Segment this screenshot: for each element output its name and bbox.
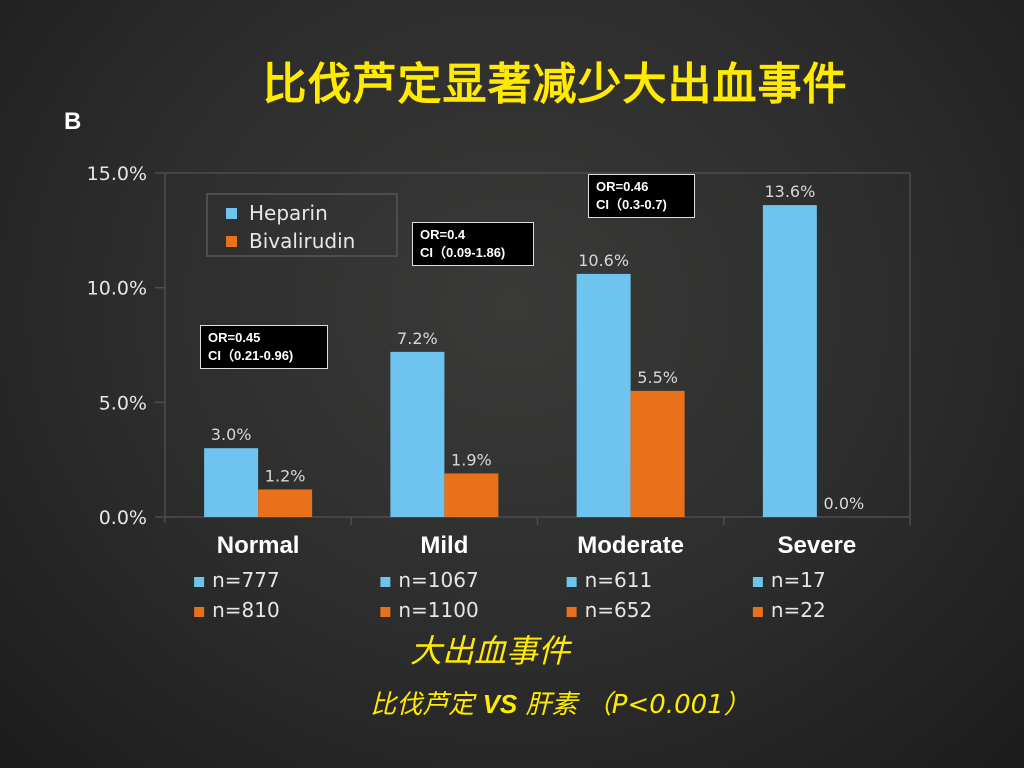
n-label: n=1067	[398, 568, 478, 592]
data-label: 3.0%	[211, 425, 252, 444]
x-category-label: Severe	[778, 532, 857, 559]
data-label: 1.2%	[265, 466, 306, 485]
n-swatch	[194, 607, 205, 617]
bar-bivalirudin-moderate	[630, 390, 685, 517]
x-category-label: Normal	[217, 532, 300, 559]
legend-label-bivalirudin: Bivalirudin	[249, 229, 356, 253]
n-swatch	[566, 577, 577, 587]
or-value: OR=0.46	[596, 179, 649, 194]
y-tick-label: 10.0%	[87, 278, 147, 300]
n-swatch	[380, 577, 391, 587]
data-label: 1.9%	[451, 450, 492, 469]
slide-title: 比伐芦定显著减少大出血事件	[262, 59, 848, 110]
or-annotation-mild: OR=0.4 CI（0.09-1.86)	[412, 222, 534, 266]
or-value: OR=0.4	[420, 227, 466, 242]
ci-value: CI（0.09-1.86)	[420, 245, 506, 260]
n-label: n=777	[212, 568, 280, 592]
n-label: n=22	[771, 598, 826, 622]
n-label: n=17	[771, 568, 826, 592]
n-swatch	[752, 607, 763, 617]
n-label: n=1100	[398, 598, 478, 622]
data-label: 7.2%	[397, 329, 438, 348]
n-swatch	[380, 607, 391, 617]
n-swatch	[566, 607, 577, 617]
or-value: OR=0.45	[208, 330, 261, 345]
bar-heparin-severe	[762, 205, 817, 517]
x-category-label: Moderate	[577, 532, 684, 559]
legend-swatch-heparin	[226, 207, 237, 219]
panel-label: B	[64, 108, 82, 135]
data-label: 0.0%	[824, 494, 865, 513]
n-label: n=652	[585, 598, 653, 622]
bar-heparin-mild	[390, 351, 445, 517]
footer-title: 大出血事件	[409, 632, 570, 670]
y-tick-label: 5.0%	[99, 392, 147, 414]
n-label: n=611	[585, 568, 653, 592]
x-category-label: Mild	[420, 532, 468, 559]
legend-label-heparin: Heparin	[249, 201, 328, 225]
footer-part1: 比伐芦定	[370, 690, 475, 720]
footer-vs: VS	[482, 689, 518, 719]
y-tick-label: 0.0%	[99, 507, 147, 529]
footer-part2: 肝素 （P<0.001）	[525, 690, 750, 720]
y-tick-label: 15.0%	[87, 163, 147, 185]
n-swatch	[752, 577, 763, 587]
data-label: 10.6%	[578, 251, 629, 270]
chart-legend: Heparin Bivalirudin	[206, 193, 398, 257]
ci-value: CI（0.21-0.96)	[208, 348, 294, 363]
bar-heparin-moderate	[576, 273, 631, 517]
n-swatch	[194, 577, 205, 587]
footer-comparison: 比伐芦定 VS 肝素 （P<0.001）	[0, 684, 1024, 721]
bar-chart: 0.0% 5.0% 10.0% 15.0% Normal 3.0% n=777 1.2% n=8…	[87, 163, 911, 622]
legend-item-heparin: Heparin	[226, 201, 328, 225]
legend-swatch-bivalirudin	[226, 235, 237, 247]
bar-bivalirudin-normal	[258, 489, 313, 517]
data-label: 13.6%	[764, 182, 815, 201]
or-annotation-normal: OR=0.45 CI（0.21-0.96)	[200, 325, 328, 369]
or-annotation-moderate: OR=0.46 CI（0.3-0.7)	[588, 174, 695, 218]
bar-bivalirudin-mild	[444, 473, 499, 517]
n-label: n=810	[212, 598, 280, 622]
bar-heparin-normal	[204, 448, 259, 517]
ci-value: CI（0.3-0.7)	[596, 197, 667, 212]
legend-item-bivalirudin: Bivalirudin	[226, 229, 355, 253]
data-label: 5.5%	[637, 368, 678, 387]
